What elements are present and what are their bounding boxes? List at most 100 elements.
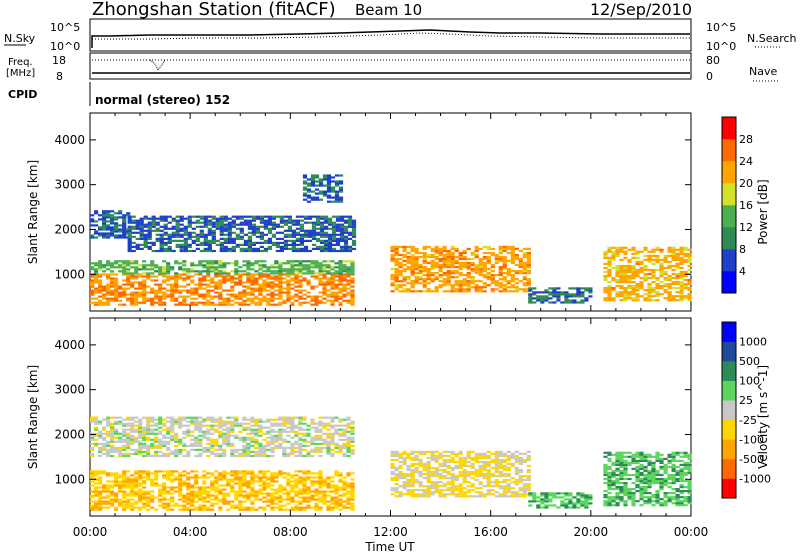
velocity-cell-1 <box>130 418 135 421</box>
velocity-cell-1 <box>130 434 135 437</box>
velocity-cell-2 <box>410 458 415 462</box>
velocity-cell-0 <box>166 472 171 475</box>
power-cell-6 <box>552 295 557 298</box>
power-cell-5 <box>490 274 495 277</box>
power-cell-0 <box>326 299 331 302</box>
velocity-cell-1 <box>158 438 163 441</box>
velocity-cell-1 <box>158 418 163 421</box>
power-cell-0 <box>190 291 195 294</box>
velocity-cell-0 <box>302 492 307 495</box>
power-cell-6 <box>568 301 573 304</box>
velocity-cell-1 <box>350 436 355 439</box>
power-cell-3 <box>347 223 353 226</box>
power-cell-0 <box>278 287 283 290</box>
power-cell-3 <box>327 243 333 246</box>
power-cell-5 <box>402 264 407 267</box>
power-cell-5 <box>474 280 479 283</box>
velocity-cell-2 <box>430 450 435 453</box>
velocity-cell-1 <box>314 428 319 431</box>
power-cell-5 <box>518 264 523 267</box>
power-cell-3 <box>275 215 280 218</box>
power-cell-3 <box>299 239 304 242</box>
power-cell-3 <box>271 233 276 236</box>
velocity-cell-2 <box>430 483 435 486</box>
velocity-cell-1 <box>194 426 199 429</box>
power-cell-7 <box>631 287 636 290</box>
power-cell-3 <box>279 237 284 240</box>
velocity-cell-2 <box>390 489 395 492</box>
power-cell-0 <box>326 295 331 298</box>
power-cell-0 <box>178 289 183 292</box>
velocity-cell-2 <box>486 464 491 468</box>
power-cell-7 <box>639 295 644 298</box>
velocity-cell-0 <box>262 488 267 491</box>
velocity-cell-1 <box>138 444 143 447</box>
power-cell-5 <box>434 249 439 253</box>
power-cell-6 <box>560 291 565 294</box>
power-cell-2 <box>122 230 127 233</box>
power-cell-0 <box>134 303 139 306</box>
velocity-cell-1 <box>290 418 295 421</box>
velocity-cell-0 <box>342 488 347 491</box>
power-cell-3 <box>175 227 180 230</box>
power-cell-3 <box>131 221 136 224</box>
power-cell-3 <box>335 229 341 232</box>
power-cell-6 <box>580 301 585 304</box>
velocity-cell-0 <box>170 472 175 475</box>
power-cell-3 <box>295 227 300 230</box>
velocity-cell-1 <box>226 416 231 419</box>
velocity-cell-0 <box>110 474 115 477</box>
power-cell-4 <box>306 178 312 181</box>
power-cell-5 <box>478 288 483 291</box>
velocity-cell-2 <box>426 466 431 470</box>
power-cell-1 <box>270 272 275 275</box>
velocity-cell-0 <box>338 502 343 505</box>
power-cell-1 <box>166 270 171 273</box>
velocity-cell-0 <box>306 492 311 495</box>
velocity-cell-2 <box>418 483 423 486</box>
power-cell-7 <box>635 262 640 265</box>
power-cell-7 <box>667 293 672 296</box>
power-cell-0 <box>150 297 155 300</box>
power-cell-5 <box>498 282 503 285</box>
power-cell-5 <box>458 255 463 259</box>
power-cell-3 <box>335 225 341 228</box>
power-cell-0 <box>206 301 211 304</box>
power-cell-5 <box>474 255 479 259</box>
power-cell-0 <box>190 287 195 290</box>
velocity-cell-0 <box>270 476 275 479</box>
power-cell-7 <box>619 291 624 294</box>
velocity-cell-1 <box>318 430 323 433</box>
power-cell-0 <box>126 293 131 296</box>
velocity-cell-0 <box>218 498 223 501</box>
velocity-cell-1 <box>178 420 183 423</box>
velocity-cell-1 <box>230 454 235 458</box>
velocity-cell-0 <box>178 474 183 477</box>
power-cell-6 <box>536 299 541 302</box>
velocity-cell-0 <box>254 480 259 483</box>
power-cell-5 <box>474 247 479 250</box>
velocity-cell-2 <box>486 469 491 472</box>
power-cell-3 <box>223 233 228 236</box>
power-cell-4 <box>326 182 332 185</box>
power-cell-5 <box>438 253 443 257</box>
power-cell-7 <box>667 260 672 263</box>
velocity-cell-0 <box>306 506 311 509</box>
velocity-cell-0 <box>270 474 275 477</box>
power-cell-3 <box>215 227 220 230</box>
power-cell-6 <box>540 297 545 300</box>
power-cell-5 <box>438 247 443 250</box>
power-cell-6 <box>556 297 561 300</box>
power-cell-0 <box>258 283 263 286</box>
velocity-cell-1 <box>286 452 291 455</box>
velocity-cell-2 <box>390 466 395 470</box>
power-cell-3 <box>283 241 288 244</box>
power-cell-6 <box>588 287 593 290</box>
velocity-cell-0 <box>178 488 183 491</box>
power-cell-3 <box>299 215 304 218</box>
velocity-cell-1 <box>278 422 283 425</box>
velocity-cell-1 <box>294 440 299 443</box>
power-cell-5 <box>470 278 475 281</box>
power-cell-3 <box>327 235 333 238</box>
power-cell-3 <box>155 233 160 236</box>
